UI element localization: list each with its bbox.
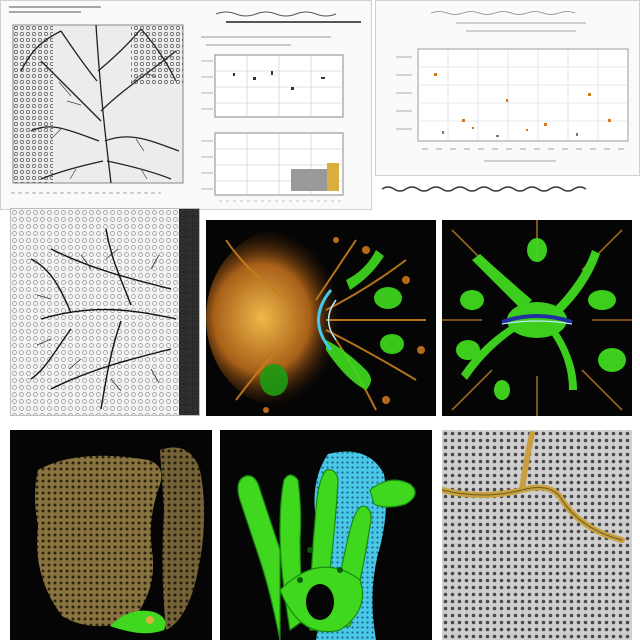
- mesh-sculpture-panel: [10, 430, 212, 640]
- caption-scribble-graphic: [381, 186, 587, 192]
- radial-orange-graphic: [206, 228, 426, 413]
- ink-mesh-panel: [10, 208, 200, 416]
- radial-green-graphic: [442, 220, 632, 416]
- grey-mesh-branch-panel: [442, 430, 632, 640]
- top-left-figure-sheet: [0, 0, 372, 210]
- radial-structure-green-panel: [442, 220, 632, 416]
- top-right-chart-graphic: [396, 11, 629, 162]
- top-right-chart-sheet: [375, 0, 640, 176]
- mesh-sculpture-graphic: [35, 447, 205, 634]
- ink-mesh-graphic: [11, 209, 199, 415]
- grey-mesh-branch-graphic: [442, 430, 632, 640]
- green-hand-graphic: [237, 451, 416, 640]
- caption-scribble: [378, 180, 640, 200]
- radial-structure-orange-panel: [206, 220, 436, 416]
- top-left-sheet-graphic: [9, 6, 361, 202]
- green-hand-panel: [220, 430, 432, 640]
